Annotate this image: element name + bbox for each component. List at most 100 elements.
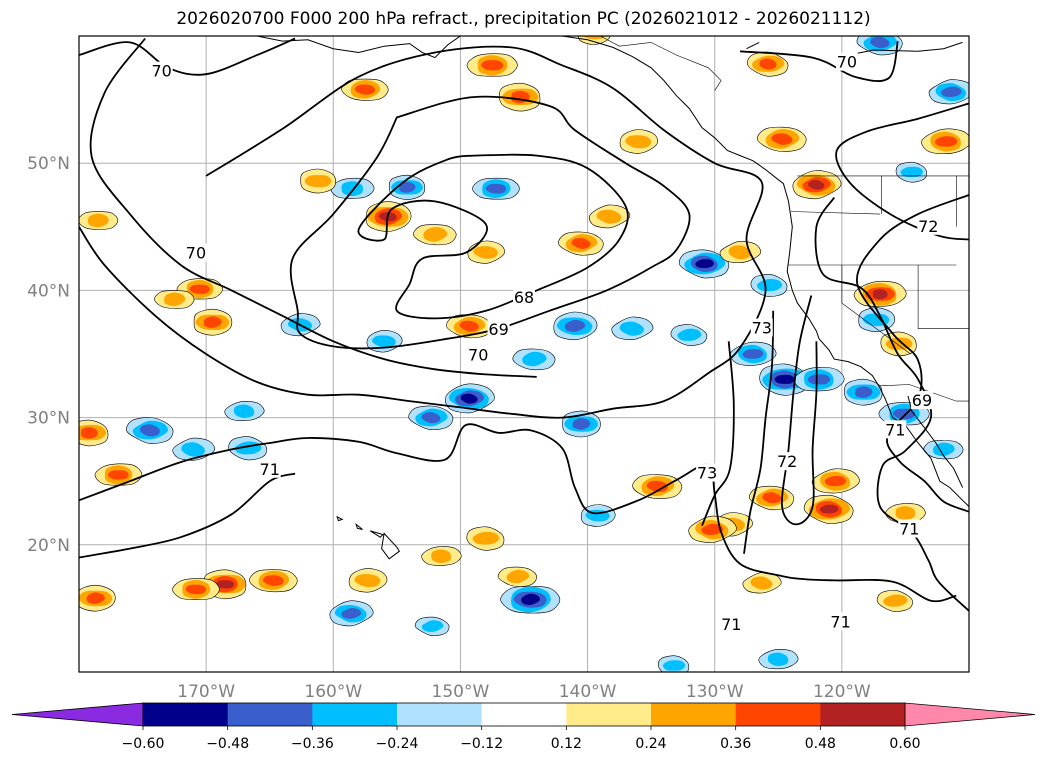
- precip-contour-fill: [460, 393, 478, 404]
- precip-cell: [228, 436, 268, 461]
- contour-label: 69: [912, 391, 932, 410]
- coastline: [746, 41, 760, 50]
- lon-tick-label: 130°W: [686, 682, 744, 702]
- colorbar-outline: [142, 702, 906, 727]
- precip-contour-fill: [571, 237, 591, 249]
- precip-cell: [348, 568, 388, 593]
- lon-tick-label: 150°W: [432, 682, 490, 702]
- precip-cell: [928, 79, 969, 105]
- colorbar-segment: [227, 703, 313, 726]
- precip-cell: [466, 526, 505, 551]
- precip-contour-fill: [421, 412, 441, 424]
- precip-cell: [408, 405, 454, 431]
- precip-contour-fill: [756, 278, 783, 292]
- precip-contour-fill: [522, 351, 547, 367]
- precip-cell: [803, 494, 854, 524]
- graticule: [79, 36, 969, 672]
- colorbar-segment: [312, 703, 398, 726]
- colorbar-segment: [820, 703, 906, 726]
- precip-contour-fill: [819, 504, 839, 514]
- contour-label-background: [776, 452, 799, 471]
- precip-contour-fill: [701, 523, 724, 536]
- precip-contour-fill: [485, 183, 507, 194]
- precip-cell: [678, 249, 730, 279]
- precip-contour-fill: [808, 179, 825, 190]
- precip-contour-fill: [203, 316, 222, 328]
- precip-cell: [388, 174, 426, 200]
- colorbar-extend-low: [11, 702, 144, 727]
- coastline: [485, 36, 969, 507]
- precip-contour-fill: [341, 181, 364, 197]
- lon-tick-label: 170°W: [177, 682, 235, 702]
- precip-cell: [329, 600, 374, 627]
- precip-contour-fill: [80, 427, 98, 439]
- colorbar-extend-high: [904, 702, 1036, 727]
- precip-cell: [553, 311, 598, 341]
- precip-contour-fill: [883, 594, 908, 607]
- precip-contour-fill: [572, 418, 591, 430]
- precip-cell: [414, 616, 450, 637]
- precip-contour-fill: [807, 374, 831, 385]
- contour-label: 69: [488, 320, 508, 339]
- lon-tick-label: 120°W: [813, 682, 871, 702]
- map-title: 2026020700 F000 200 hPa refract., precip…: [176, 9, 871, 29]
- precip-contour-fill: [855, 386, 873, 398]
- precip-cell: [793, 366, 845, 392]
- contour-label: 72: [777, 452, 797, 471]
- precip-contour-fill: [216, 580, 235, 589]
- precip-contour-fill: [677, 328, 702, 341]
- precip-cell: [172, 578, 220, 600]
- island-outline: [355, 522, 363, 530]
- precip-cell: [176, 278, 223, 300]
- precip-contour-fill: [662, 660, 686, 671]
- colorbar-segment: [735, 703, 821, 726]
- coastline: [848, 41, 963, 56]
- colorbar-tick-label: −0.12: [460, 736, 503, 752]
- precip-cell: [880, 331, 917, 357]
- precip-cell: [193, 308, 233, 336]
- contour-label: 70: [186, 244, 206, 263]
- precip-contour-fill: [774, 374, 795, 384]
- precip-contour-fill: [695, 259, 714, 269]
- contour-label: 73: [697, 464, 717, 483]
- precip-cell: [300, 168, 336, 194]
- precip-contour-fill: [824, 475, 847, 487]
- colorbar-segment: [566, 703, 652, 726]
- precip-contour-fill: [940, 86, 962, 98]
- precip-cell: [750, 273, 788, 297]
- precip-cell: [577, 36, 611, 45]
- precip-cell: [154, 290, 195, 309]
- lat-tick-label: 20°N: [27, 536, 70, 556]
- precip-contour-fill: [481, 60, 504, 71]
- contour-line-70: [79, 37, 296, 76]
- precip-cell: [126, 417, 174, 444]
- precip-cell: [895, 161, 928, 183]
- precip-contour-fill: [596, 209, 622, 224]
- precip-cell: [94, 463, 143, 486]
- contour-label-background: [150, 61, 173, 80]
- precip-cell: [885, 503, 926, 523]
- contour-label-background: [898, 519, 921, 538]
- precip-contour-fill: [521, 593, 540, 606]
- colorbar-tick-label: −0.48: [206, 736, 249, 752]
- precip-contour-fill: [233, 404, 255, 419]
- precip-cell: [856, 36, 903, 56]
- precip-cell: [79, 211, 119, 230]
- contour-label: 70: [151, 62, 171, 81]
- precip-contour-fill: [625, 135, 652, 149]
- precip-contour-fill: [341, 607, 362, 619]
- precip-cell: [341, 78, 389, 101]
- colorbar: −0.60 −0.48 −0.36 −0.24 −0.12 0.12 0.24 0.36 0.4…: [11, 702, 1036, 752]
- precip-cell: [413, 224, 457, 246]
- precip-contour-fill: [472, 531, 500, 545]
- contour-label: 71: [899, 520, 919, 539]
- colorbar-tick-label: 0.12: [551, 736, 582, 752]
- precip-contour-fill: [473, 246, 498, 259]
- contour-label-background: [696, 463, 719, 482]
- precip-cell: [445, 383, 495, 414]
- lat-tick-label: 40°N: [27, 281, 70, 301]
- political-border: [790, 211, 881, 215]
- precip-cell: [421, 546, 462, 566]
- coastline: [907, 395, 964, 488]
- political-border: [917, 265, 969, 329]
